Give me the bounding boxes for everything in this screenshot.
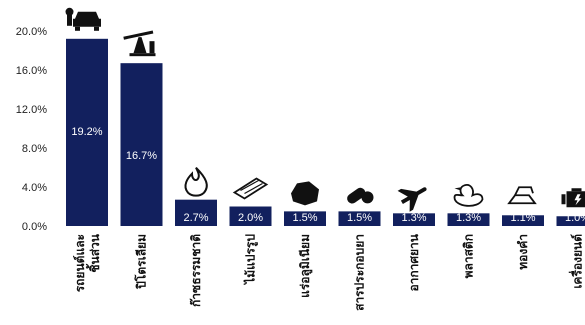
category-label: รถยนต์และ (73, 234, 87, 292)
category-label: แร่อลูมิเนียม (298, 234, 313, 298)
data-label: 1.0% (565, 212, 585, 224)
airplane-icon (397, 187, 427, 212)
category-label: ก๊าซธรรมชาติ (189, 234, 203, 307)
data-label: 2.7% (183, 212, 208, 224)
data-label: 1.3% (401, 212, 426, 224)
engine-icon (561, 188, 585, 208)
y-tick-label: 0.0% (22, 221, 47, 233)
y-axis: 0.0% 4.0% 8.0% 12.0% 16.0% 20.0% (16, 26, 47, 233)
bar (447, 213, 490, 226)
bar (338, 211, 381, 226)
y-tick-label: 4.0% (22, 182, 47, 194)
category-label: ทองคำ (516, 234, 530, 270)
data-label: 1.5% (347, 212, 372, 224)
bar (120, 63, 163, 226)
category-icons (65, 7, 585, 212)
data-label: 1.1% (510, 212, 535, 224)
data-label: 16.7% (126, 150, 157, 162)
bars: 19.2% 16.7% 2.7% 2.0% 1.5% 1.5% 1.3% 1.3% 1.1% 1.… (66, 38, 585, 226)
y-tick-label: 16.0% (16, 65, 47, 77)
y-tick-label: 20.0% (16, 26, 47, 38)
car-wrench-icon (65, 7, 101, 31)
lumber-icon (232, 177, 269, 200)
bar (175, 199, 217, 226)
data-label: 19.2% (71, 126, 102, 138)
bar (66, 38, 108, 226)
pill-icon (347, 187, 374, 204)
y-tick-label: 12.0% (16, 104, 47, 116)
category-label: พลาสติก (462, 234, 476, 278)
bar (502, 215, 544, 226)
bar (229, 206, 272, 226)
data-label: 1.3% (456, 212, 481, 224)
category-label: ไม้แปรรูป (243, 234, 259, 286)
bar (284, 211, 326, 226)
bar (393, 213, 435, 226)
flame-icon (184, 166, 208, 197)
gold-bar-icon (507, 186, 537, 205)
duck-icon (453, 184, 484, 207)
category-label: อากาศยาน (407, 233, 421, 291)
ore-icon (291, 181, 319, 206)
bar (556, 216, 585, 226)
category-label: ปิโตรเลียม (134, 234, 149, 289)
category-label: เครื่องยนต์ (569, 234, 585, 289)
category-label-line2: ชิ้นส่วน (85, 233, 102, 272)
x-axis-categories: รถยนต์และ ชิ้นส่วน ปิโตรเลียม ก๊าซธรรมชาติ ไ… (73, 233, 585, 311)
y-tick-label: 8.0% (22, 143, 47, 155)
data-label: 2.0% (238, 212, 263, 224)
data-label: 1.5% (292, 212, 317, 224)
oil-pump-icon (123, 30, 156, 57)
category-label: สารประกอบยา (353, 234, 367, 311)
